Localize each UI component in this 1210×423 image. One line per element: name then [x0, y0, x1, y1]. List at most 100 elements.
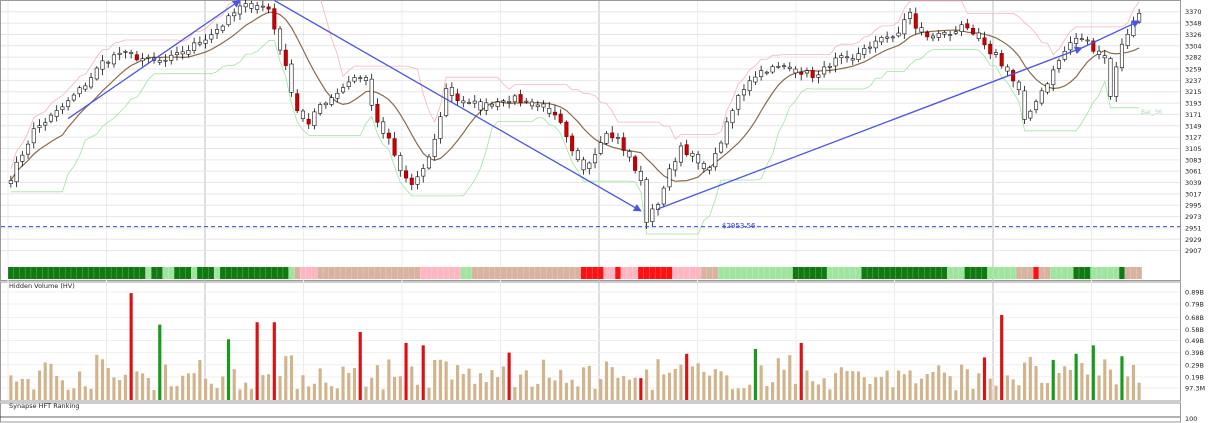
candle: [524, 98, 529, 104]
volume-bar: [78, 371, 82, 400]
candle-body: [243, 3, 248, 8]
candle: [37, 119, 42, 133]
volume-bar: [788, 355, 792, 400]
ranking-segment: [145, 267, 152, 279]
volume-panel-title: Hidden Volume (HV): [9, 282, 75, 290]
candle: [266, 3, 271, 14]
candle-body: [793, 68, 798, 74]
volume-bar: [519, 374, 523, 400]
volume-bar: [307, 386, 311, 400]
candle: [547, 101, 552, 118]
candle: [421, 163, 426, 183]
volume-bar: [215, 387, 219, 400]
ranking-segment: [1033, 267, 1039, 279]
candle-body: [959, 24, 964, 32]
candle: [707, 165, 712, 175]
candle: [489, 101, 494, 109]
volume-bar: [593, 388, 597, 400]
candle-body: [8, 180, 13, 184]
candle-body: [908, 12, 913, 19]
ranking-segment: [987, 267, 1016, 279]
candle: [1005, 64, 1010, 76]
candle-body: [633, 156, 638, 171]
candle-body: [123, 51, 128, 53]
candle: [140, 53, 145, 67]
candle: [598, 136, 603, 156]
price-panel-frame: [0, 0, 1181, 281]
volume-bar: [393, 376, 397, 400]
candle: [902, 13, 907, 39]
volume-bar: [330, 386, 334, 400]
candle-body: [673, 161, 678, 171]
candle: [507, 95, 512, 109]
candle: [570, 133, 575, 156]
candle: [249, 0, 254, 13]
volume-bar: [530, 386, 534, 400]
volume-bar: [524, 370, 528, 400]
volume-bar: [146, 378, 150, 400]
candle-body: [604, 133, 609, 144]
candle: [552, 105, 557, 120]
candle-body: [421, 168, 426, 177]
candle-body: [1051, 69, 1056, 85]
candle-body: [495, 101, 500, 107]
volume-bar: [851, 371, 855, 400]
candle-body: [530, 101, 535, 107]
volume-bar: [289, 355, 294, 400]
volume-bar: [95, 354, 99, 400]
candle-body: [993, 52, 998, 55]
candle: [696, 151, 701, 170]
volume-bar: [897, 370, 901, 400]
volume-bar: [822, 378, 826, 400]
volume-bar: [679, 364, 683, 400]
candle: [736, 93, 741, 116]
volume-bar: [713, 369, 717, 400]
candle-body: [43, 122, 48, 126]
volume-bar: [60, 380, 64, 400]
candle-body: [255, 5, 260, 10]
volume-bar: [83, 386, 87, 400]
candle-body: [919, 27, 924, 33]
candle: [318, 102, 323, 116]
candle: [43, 117, 48, 131]
candle-body: [409, 177, 414, 185]
candle-body: [575, 150, 580, 161]
volume-bar: [1137, 382, 1141, 400]
candle-body: [507, 101, 512, 103]
volume-bar: [1051, 359, 1055, 400]
candle: [885, 31, 890, 43]
volume-bar: [1126, 376, 1130, 400]
candle: [581, 156, 586, 175]
candle-body: [552, 111, 557, 116]
candle: [673, 157, 678, 177]
candle-body: [1068, 42, 1073, 51]
candle-body: [1011, 70, 1016, 82]
candle-body: [106, 61, 111, 64]
candle: [833, 52, 838, 73]
volume-bar: [582, 367, 586, 400]
volume-bar: [55, 375, 59, 400]
volume-bar: [599, 379, 603, 400]
candle-body: [192, 42, 197, 51]
candle: [1011, 68, 1016, 88]
volume-bar: [427, 387, 431, 400]
ranking-segment: [1124, 267, 1142, 279]
volume-tick-label: 0.19B: [1185, 373, 1204, 381]
candle-body: [988, 43, 993, 55]
candle: [621, 132, 626, 157]
candle: [856, 47, 861, 63]
candle-body: [810, 70, 815, 78]
volume-bar: [456, 365, 460, 400]
volume-bar: [1108, 369, 1113, 400]
volume-bar: [748, 384, 752, 400]
volume-bar: [868, 383, 872, 400]
volume-tick-label: 0.29B: [1185, 361, 1204, 369]
candle: [564, 120, 569, 143]
price-tick-label: 3370: [1185, 8, 1202, 16]
candle-body: [77, 87, 82, 95]
volume-bar: [438, 359, 442, 400]
candle-body: [467, 102, 472, 104]
volume-bar: [192, 373, 196, 400]
candle: [461, 96, 466, 108]
